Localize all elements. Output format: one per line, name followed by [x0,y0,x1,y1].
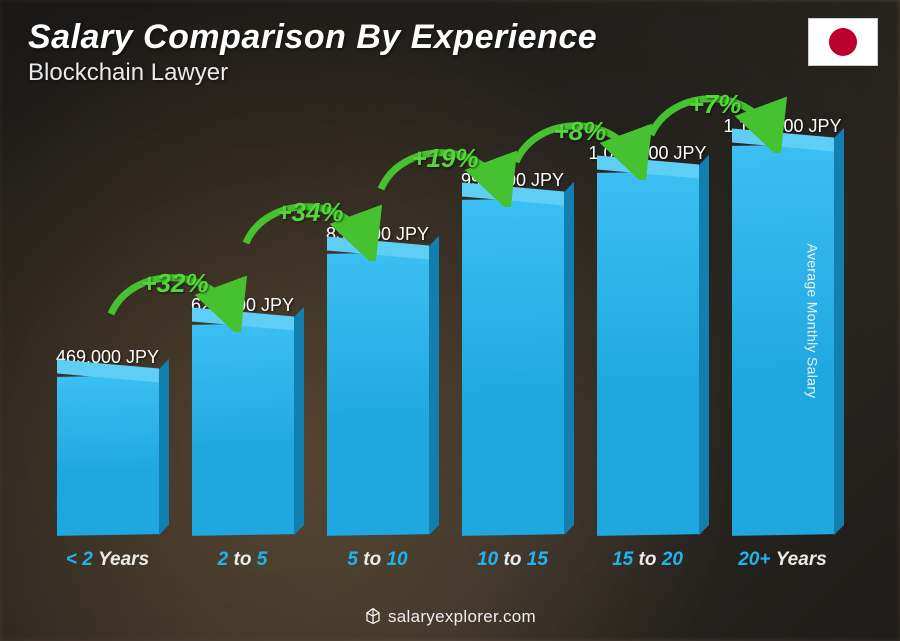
bar-wrap: 1,070,000 JPY [580,143,715,535]
header: Salary Comparison By Experience Blockcha… [28,18,597,87]
bar [327,252,429,536]
page-title: Salary Comparison By Experience [28,18,597,57]
x-axis-labels: < 2 Years2 to 55 to 1010 to 1515 to 2020… [40,549,850,571]
increment-label: +7% [689,89,742,120]
x-axis-label: 5 to 10 [310,549,445,571]
increment-arrow: +34% [232,191,388,222]
bar [462,198,564,536]
bar [597,171,699,536]
x-axis-label: 15 to 20 [580,549,715,571]
y-axis-label: Average Monthly Salary [805,243,821,398]
bar [57,375,159,536]
bar-wrap: 991,000 JPY [445,170,580,535]
x-axis-label: 10 to 15 [445,549,580,571]
footer-text: salaryexplorer.com [388,607,536,626]
logo-icon [364,607,382,625]
x-axis-label: 20+ Years [715,549,850,571]
salary-bar-chart: 469,000 JPY 622,000 JPY 831,000 JPY 991,… [40,101,850,571]
increment-arrow: +19% [367,137,523,168]
x-axis-label: 2 to 5 [175,549,310,571]
increment-arrow: +8% [502,110,658,141]
increment-label: +19% [411,143,478,174]
increment-label: +34% [276,197,343,228]
increment-arrow: +7% [637,83,793,114]
increment-arrow: +32% [97,262,253,293]
increment-label: +8% [554,116,607,147]
footer: salaryexplorer.com [0,607,900,627]
x-axis-label: < 2 Years [40,549,175,571]
bar-wrap: 1,150,000 JPY [715,116,850,535]
bar-wrap: 831,000 JPY [310,224,445,535]
increment-label: +32% [141,268,208,299]
country-flag-japan [808,18,878,66]
page-subtitle: Blockchain Lawyer [28,59,597,87]
bar [192,323,294,536]
bar-wrap: 469,000 JPY [40,347,175,535]
